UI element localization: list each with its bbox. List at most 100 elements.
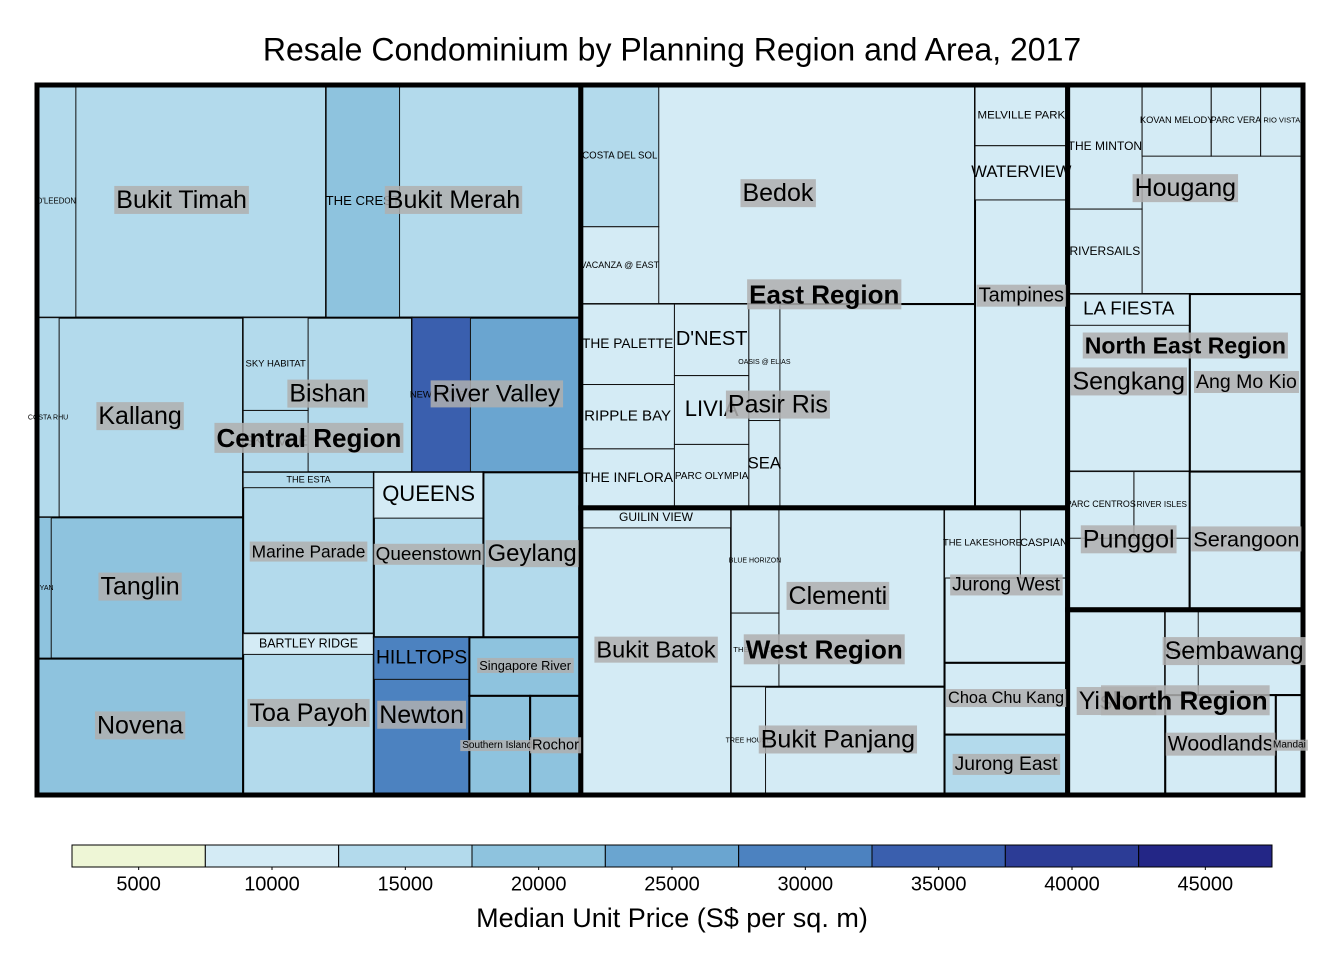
project-label: RIO VISTA xyxy=(1263,116,1301,125)
project-label: PARC CENTROS xyxy=(1066,499,1136,509)
project-label: THE PALETTE xyxy=(582,336,673,351)
project-label: CASPIAN xyxy=(1020,537,1068,549)
region-border xyxy=(1065,607,1306,798)
colorbar-tick-label: 10000 xyxy=(244,873,300,895)
area-label: Tampines xyxy=(979,285,1064,307)
project-label: SEA xyxy=(748,454,782,473)
area-label-box xyxy=(740,179,816,208)
area-label: Serangoon xyxy=(1193,526,1299,551)
colorbar-label: Median Unit Price (S$ per sq. m) xyxy=(476,903,868,933)
project-cell xyxy=(944,507,1021,579)
project-label: THE LAKESHORE xyxy=(943,536,1022,547)
project-label: OASIS @ ELIAS xyxy=(738,359,791,366)
area-label: Rochor xyxy=(532,737,579,753)
area-label: Toa Payoh xyxy=(249,699,367,727)
colorbar-bin xyxy=(204,844,340,868)
area-label: Ang Mo Kio xyxy=(1196,371,1297,393)
project-label: COSTA DEL SOL xyxy=(582,150,658,161)
project-label: PARC VERA xyxy=(1211,115,1262,125)
area-label-box xyxy=(377,700,467,729)
area-label: Geylang xyxy=(487,540,576,567)
area-label: Hougang xyxy=(1135,174,1236,202)
colorbar-tick-label: 40000 xyxy=(1044,873,1100,895)
area-label-box xyxy=(287,379,368,408)
region-label: West Region xyxy=(746,634,903,664)
colorbar-bin xyxy=(71,844,206,868)
colorbar-tick-label: 35000 xyxy=(911,873,967,895)
project-label: WATERVIEW xyxy=(971,162,1071,181)
area-label: Sembawang xyxy=(1165,637,1304,665)
area-label-box xyxy=(1191,526,1302,552)
area-label: Jurong West xyxy=(952,574,1061,595)
region-label: Central Region xyxy=(216,423,401,453)
region-label-box xyxy=(743,634,905,665)
area-label: Bedok xyxy=(742,179,813,207)
colorbar-bin xyxy=(471,844,606,868)
project-label: RIVERSAILS xyxy=(1070,244,1141,258)
area-label: Marine Parade xyxy=(252,542,366,562)
colorbar-bin xyxy=(338,844,473,868)
area-label-box xyxy=(950,574,1063,596)
project-label: KOVAN MELODY xyxy=(1140,115,1214,125)
project-cell xyxy=(1067,208,1143,295)
project-label: PARC OLYMPIA xyxy=(675,471,749,482)
project-cell xyxy=(373,471,484,519)
area-label-box xyxy=(430,380,564,408)
project-label: D'NEST xyxy=(676,328,748,350)
area-label-box xyxy=(1194,370,1299,393)
area-label: Pasir Ris xyxy=(728,391,828,419)
area-label: Queenstown xyxy=(376,544,482,565)
area-label: Kallang xyxy=(98,402,181,430)
project-label: D'LEEDON xyxy=(37,196,77,205)
area-label: Jurong East xyxy=(955,754,1059,775)
area-label-box xyxy=(98,572,182,601)
area-label-box xyxy=(477,657,574,673)
project-label: BLUE HORIZON xyxy=(729,557,782,564)
area-label-box xyxy=(114,185,249,214)
region-label-box xyxy=(747,279,902,310)
colorbar-tick-label: 5000 xyxy=(116,873,161,895)
project-label: COSTA RHU xyxy=(28,414,68,421)
area-label-box xyxy=(952,753,1061,775)
project-label: MELVILLE PARK xyxy=(978,109,1066,121)
area-label: Bukit Timah xyxy=(116,186,247,214)
area-label: Bukit Panjang xyxy=(761,725,915,753)
region-label: East Region xyxy=(749,279,899,309)
project-label: GUILIN VIEW xyxy=(619,510,694,524)
area-label: Bukit Merah xyxy=(387,186,520,214)
area-label-box xyxy=(594,636,718,663)
area-label-box xyxy=(976,284,1067,307)
project-label: TREE HOUSE xyxy=(726,738,772,745)
project-label: THE CREST xyxy=(326,193,400,208)
area-label-box xyxy=(786,581,890,610)
area-label-box xyxy=(530,737,582,754)
project-label: VACANZA @ EAST xyxy=(580,260,659,270)
colorbar-tick-label: 45000 xyxy=(1178,873,1234,895)
area-label-box xyxy=(485,540,579,568)
project-label: THE MINTON xyxy=(1068,139,1142,153)
colorbar-tick-label: 25000 xyxy=(644,873,700,895)
colorbar-bin xyxy=(871,844,1006,868)
area-label-box xyxy=(460,740,540,752)
area-label-box xyxy=(1070,367,1188,396)
region-label-box xyxy=(1082,332,1288,359)
project-cell xyxy=(974,145,1069,201)
area-label: Mandai xyxy=(1273,740,1306,751)
area-label-box xyxy=(249,541,368,562)
project-label: BARTLEY RIDGE xyxy=(259,636,358,650)
project-cell xyxy=(673,303,750,377)
chart-title: Resale Condominium by Planning Region an… xyxy=(263,31,1081,67)
project-label: RIPPLE BAY xyxy=(584,408,671,425)
region-label: North East Region xyxy=(1085,333,1286,359)
project-cell xyxy=(580,84,660,228)
area-label-box xyxy=(758,725,918,754)
project-cell xyxy=(1067,84,1143,210)
project-cell xyxy=(748,420,781,509)
project-label: QUEENS xyxy=(382,481,475,506)
colorbar-tick-label: 30000 xyxy=(778,873,834,895)
area-label-box xyxy=(1271,739,1308,751)
project-cell xyxy=(580,226,660,305)
region-label: North Region xyxy=(1103,685,1268,715)
